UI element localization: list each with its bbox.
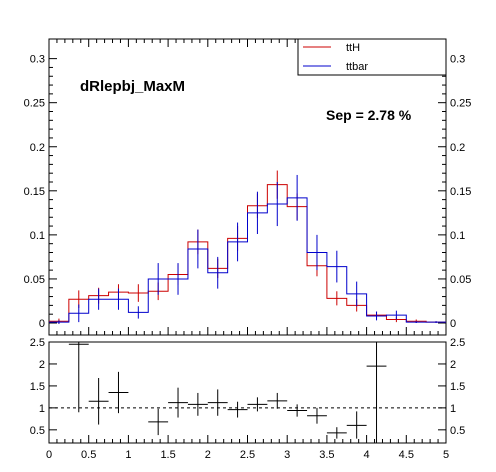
legend-box (297, 38, 447, 76)
ratio-axes: 0.5 0.51 11.5 1.52 22.5 2.50 0.5 1 1.5 2 2.5 3 3.5 4 4… (30, 337, 466, 461)
top-y-tick-label-left: 0.3 (30, 54, 45, 66)
top-y-tick-label-left: 0 (39, 318, 45, 330)
separation-annotation: Sep = 2.78 % (326, 107, 412, 123)
ratio-y-tick-label-right: 1.5 (450, 381, 465, 393)
ratio-x-tick-label: 3 (284, 449, 290, 461)
top-y-tick-label-right: 0.05 (450, 274, 471, 286)
series-line-tth (49, 184, 446, 323)
ratio-y-tick-label-left: 1.5 (30, 381, 45, 393)
ratio-y-tick-label-right: 1 (450, 403, 456, 415)
ratio-x-tick-label: 4.5 (399, 449, 414, 461)
ratio-x-tick-label: 0 (46, 449, 52, 461)
ratio-x-tick-label: 2 (205, 449, 211, 461)
ratio-y-tick-label-right: 0.5 (450, 425, 465, 437)
ratio-points-group (68, 342, 387, 443)
ratio-y-tick-label-left: 2.5 (30, 337, 45, 349)
top-y-tick-label-right: 0.2 (450, 142, 465, 154)
ratio-y-tick-label-left: 2 (39, 359, 45, 371)
legend-label-ttbar: ttbar (346, 61, 368, 73)
ratio-x-tick-label: 3.5 (319, 449, 334, 461)
legend-label-ttH: ttH (346, 42, 360, 54)
top-y-tick-label-left: 0.25 (24, 98, 45, 110)
ratio-x-tick-label: 4 (364, 449, 370, 461)
top-y-tick-label-right: 0.25 (450, 98, 471, 110)
top-axes: 0 0 0.05 0.05 0.1 0.1 0.15 0.15 0.2 0.2 0.25 0.25 0.… (24, 39, 471, 335)
ratio-x-tick-label: 2.5 (240, 449, 255, 461)
ratio-y-tick-label-right: 2.5 (450, 337, 465, 349)
ratio-x-tick-label: 1.5 (160, 449, 175, 461)
top-y-tick-label-left: 0.05 (24, 274, 45, 286)
top-y-tick-label-right: 0 (450, 318, 456, 330)
ratio-y-tick-label-left: 1 (39, 403, 45, 415)
top-y-tick-label-right: 0.3 (450, 54, 465, 66)
series-line-ttbar (49, 197, 446, 323)
legend: ttH ttbar (297, 38, 447, 76)
ratio-x-tick-label: 5 (443, 449, 449, 461)
top-y-tick-label-left: 0.2 (30, 142, 45, 154)
top-y-tick-label-left: 0.1 (30, 230, 45, 242)
top-y-tick-label-left: 0.15 (24, 186, 45, 198)
top-y-tick-label-right: 0.1 (450, 230, 465, 242)
ratio-y-tick-label-right: 2 (450, 359, 456, 371)
top-y-tick-label-right: 0.15 (450, 186, 471, 198)
ratio-y-tick-label-left: 0.5 (30, 425, 45, 437)
ratio-x-tick-label: 1 (125, 449, 131, 461)
ratio-x-tick-label: 0.5 (81, 449, 96, 461)
top-series-group (49, 170, 446, 324)
chart-annotation-title: dRlepbj_MaxM (80, 78, 185, 95)
